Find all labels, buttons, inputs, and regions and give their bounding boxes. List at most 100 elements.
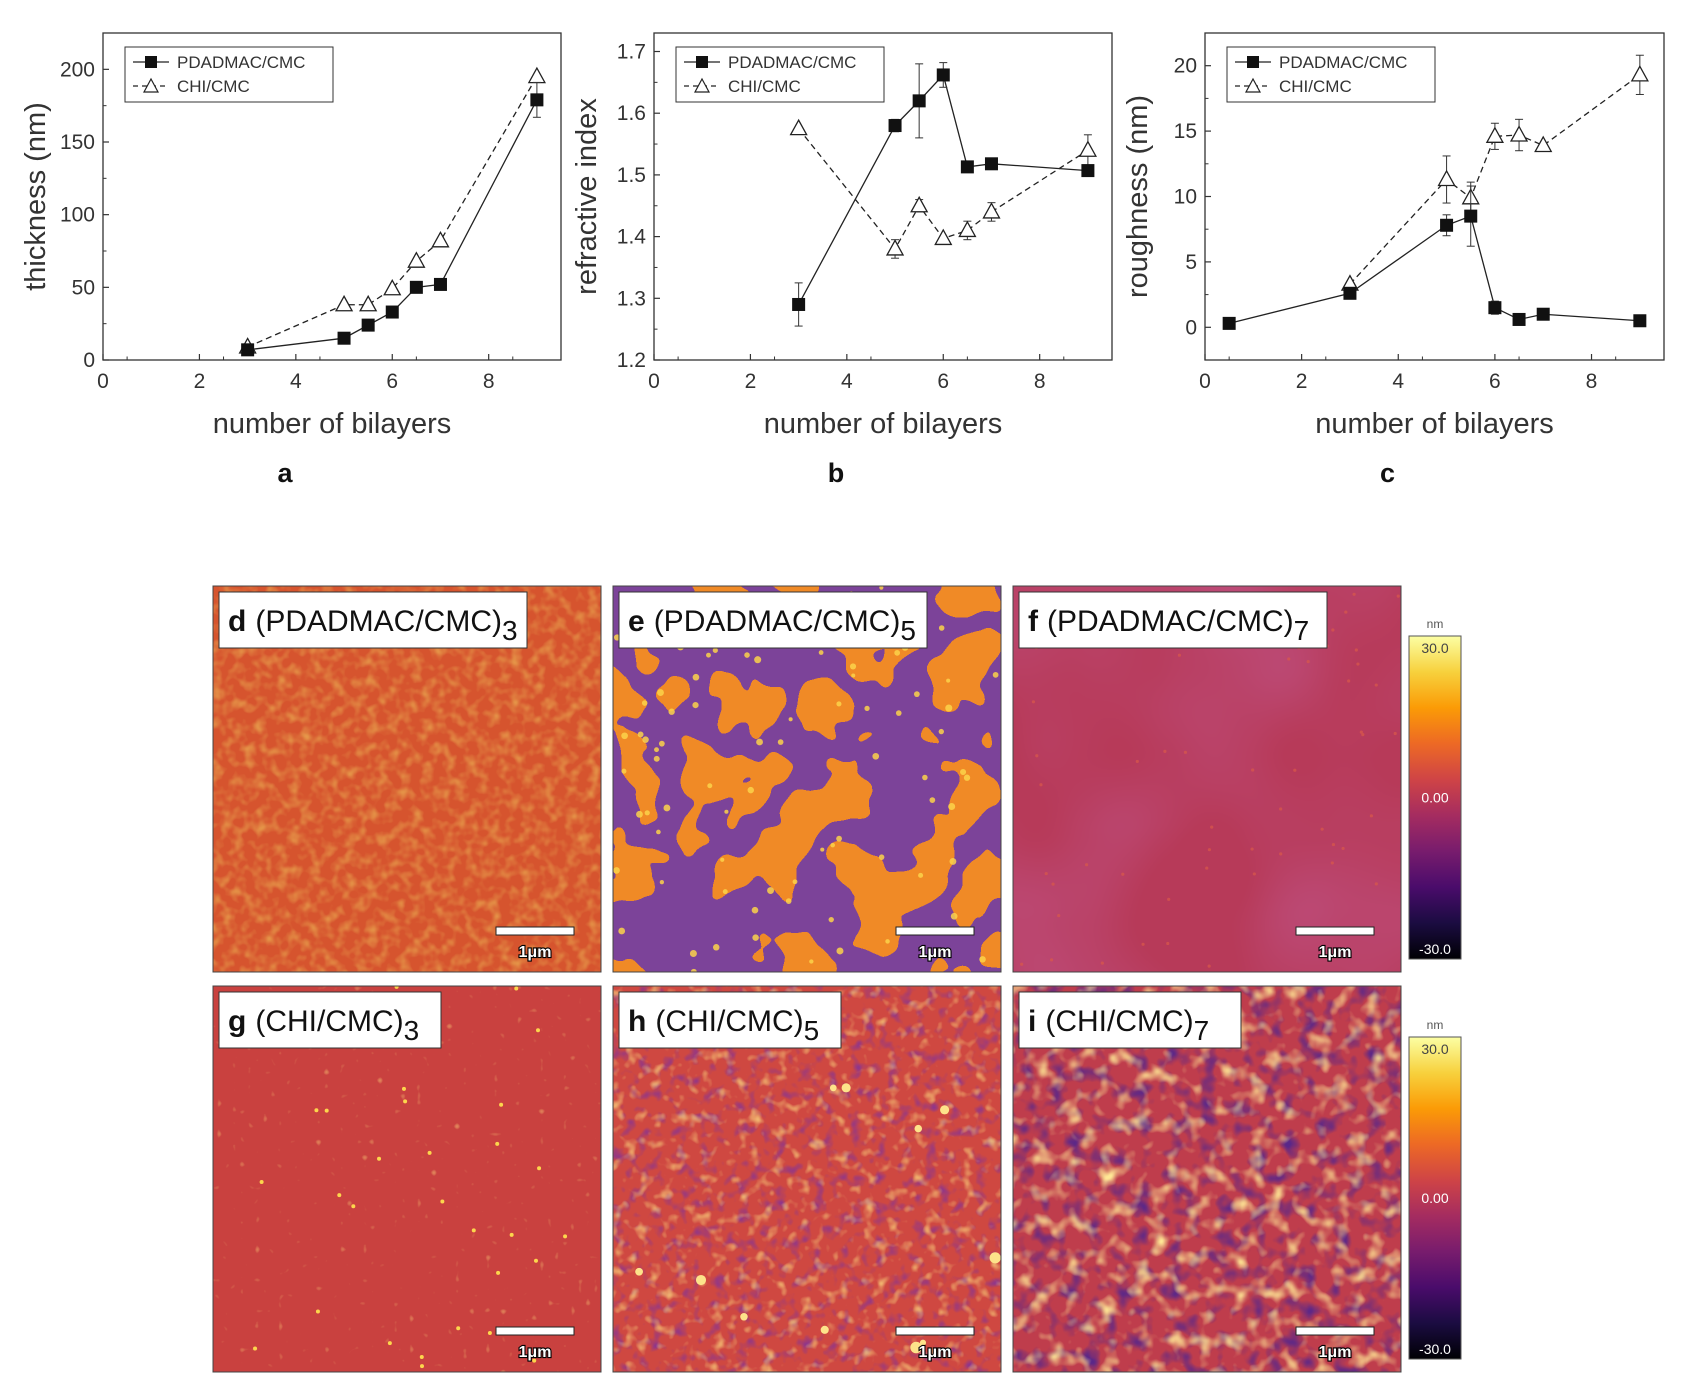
legend-label: CHI/CMC xyxy=(177,77,250,96)
y-tick-label: 10 xyxy=(1174,186,1197,209)
afm-grain xyxy=(315,1309,320,1314)
series-pdadmac-cmc xyxy=(241,81,544,357)
afm-grain xyxy=(1341,846,1345,851)
data-point-square xyxy=(361,318,375,332)
afm-grain xyxy=(910,1341,922,1354)
afm-label-box xyxy=(218,991,442,1049)
colorbar-mid: 0.00 xyxy=(1421,790,1448,806)
data-point-triangle xyxy=(334,294,354,312)
afm-grain xyxy=(938,728,944,735)
series-pdadmac-cmc xyxy=(1222,185,1647,330)
afm-grain xyxy=(644,810,650,816)
afm-grain xyxy=(913,691,920,698)
data-point-square xyxy=(984,157,998,171)
afm-grain xyxy=(642,736,649,743)
afm-grain xyxy=(950,912,958,920)
scale-bar-label: 1μm xyxy=(919,1344,952,1361)
afm-panel-letter: h xyxy=(628,1005,646,1038)
afm-grain xyxy=(830,842,835,848)
data-point-square xyxy=(530,93,544,107)
x-tick-label: 8 xyxy=(1586,370,1598,393)
afm-grain xyxy=(712,944,720,951)
afm-grain xyxy=(792,879,798,885)
afm-grain xyxy=(963,774,971,781)
data-point-square xyxy=(385,305,399,319)
afm-grain xyxy=(722,889,728,895)
afm-layer-count: 3 xyxy=(502,615,518,646)
afm-grain xyxy=(864,705,870,711)
afm-grain xyxy=(785,898,792,904)
afm-grain xyxy=(658,740,665,747)
afm-sample-name: (CHI/CMC) xyxy=(1045,1005,1193,1038)
afm-grain xyxy=(1369,814,1373,818)
afm-grain xyxy=(851,673,856,678)
afm-label-text: e (PDADMAC/CMC)5 xyxy=(628,605,916,646)
data-point-square xyxy=(433,277,447,291)
legend: PDADMAC/CMC CHI/CMC xyxy=(124,46,334,103)
afm-grain xyxy=(949,857,957,865)
afm-grain xyxy=(1085,863,1089,867)
colorbar-gradient xyxy=(1408,635,1462,960)
afm-texture xyxy=(213,986,601,1372)
colorbar-max: 30.0 xyxy=(1421,640,1448,656)
afm-label-text: i (CHI/CMC)7 xyxy=(1028,1005,1209,1046)
afm-grain xyxy=(1020,962,1024,966)
afm-grain xyxy=(427,1150,432,1155)
afm-grain xyxy=(1039,783,1043,787)
y-tick-label: 0 xyxy=(1185,316,1197,339)
afm-frame xyxy=(212,985,602,1373)
x-axis-label: number of bilayers xyxy=(213,408,452,440)
afm-grain xyxy=(1135,759,1139,764)
afm-grain xyxy=(1207,964,1211,968)
data-point-square xyxy=(1488,301,1502,315)
panel-label: c xyxy=(1380,458,1395,488)
afm-image xyxy=(1013,586,1401,972)
series-chi-cmc xyxy=(1340,54,1649,291)
afm-grain xyxy=(536,1028,541,1033)
legend-marker-square xyxy=(145,56,157,68)
afm-label: d (PDADMAC/CMC)3 xyxy=(218,591,528,649)
afm-grain xyxy=(836,835,842,842)
afm-grain xyxy=(654,747,659,753)
afm-grain xyxy=(788,717,793,722)
afm-grain xyxy=(621,732,628,740)
afm-grain xyxy=(533,1258,538,1263)
afm-grain xyxy=(919,1339,927,1346)
afm-grain xyxy=(894,649,901,656)
afm-grain xyxy=(1374,882,1378,886)
afm-grain xyxy=(1251,768,1255,772)
x-tick-label: 4 xyxy=(841,370,853,393)
data-point-triangle xyxy=(1509,125,1529,142)
data-point-triangle xyxy=(431,230,450,248)
scale-bar-label: 1μm xyxy=(919,944,952,961)
scale-bar xyxy=(495,926,575,936)
afm-grain xyxy=(836,701,842,707)
legend-label: CHI/CMC xyxy=(1279,77,1352,96)
afm-panel-letter: f xyxy=(1028,605,1039,638)
legend: PDADMAC/CMC CHI/CMC xyxy=(1226,46,1436,103)
afm-grain xyxy=(938,625,945,631)
afm-grain xyxy=(1051,882,1055,886)
afm-grain xyxy=(767,887,774,894)
x-axis-label: number of bilayers xyxy=(1315,408,1554,440)
colorbar-2: nm 30.0 0.00 -30.0 xyxy=(1408,1018,1462,1360)
afm-grain xyxy=(829,1084,837,1092)
afm-panel-i: i (CHI/CMC)7 1μm xyxy=(1012,985,1402,1373)
afm-grain xyxy=(253,1346,258,1351)
afm-layer-count: 7 xyxy=(1194,1015,1210,1046)
afm-image xyxy=(213,586,601,972)
y-tick-label: 15 xyxy=(1174,120,1197,143)
afm-grain xyxy=(918,872,924,878)
afm-grain xyxy=(1177,653,1182,657)
afm-grain xyxy=(1207,848,1212,852)
afm-grain xyxy=(695,1274,707,1286)
afm-grain xyxy=(1279,852,1283,856)
y-tick-label: 0 xyxy=(83,349,95,372)
y-tick-label: 1.6 xyxy=(617,102,646,125)
afm-grain xyxy=(929,797,936,803)
data-point-triangle xyxy=(910,195,929,213)
scale-bar xyxy=(1295,1326,1375,1336)
data-point-square xyxy=(792,297,806,311)
y-tick-label: 1.3 xyxy=(617,287,646,310)
